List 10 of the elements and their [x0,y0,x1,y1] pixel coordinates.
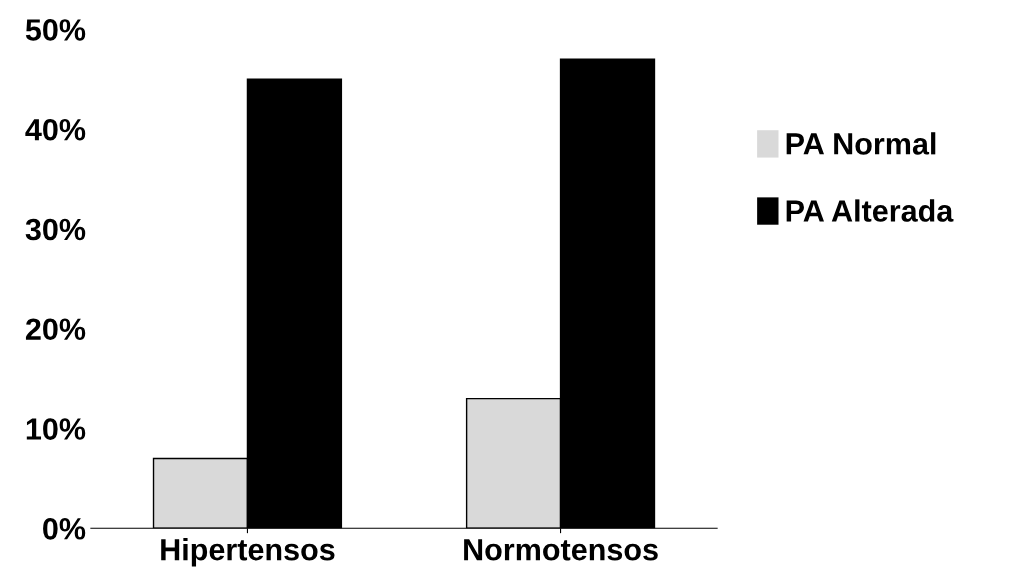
y-tick-label: 0% [43,518,86,540]
legend-label: PA Normal [786,132,936,155]
y-tick-label: 50% [25,19,86,41]
y-tick-label: 20% [25,318,86,341]
y-tick-label: 10% [26,418,86,440]
y-tick-label: 30% [25,218,86,241]
legend-label: PA Alterada [786,199,954,222]
y-tick-label: 40% [25,118,86,141]
x-tick-label: Normotensos [464,539,658,561]
x-tick-label: Hipertensos [161,538,335,567]
